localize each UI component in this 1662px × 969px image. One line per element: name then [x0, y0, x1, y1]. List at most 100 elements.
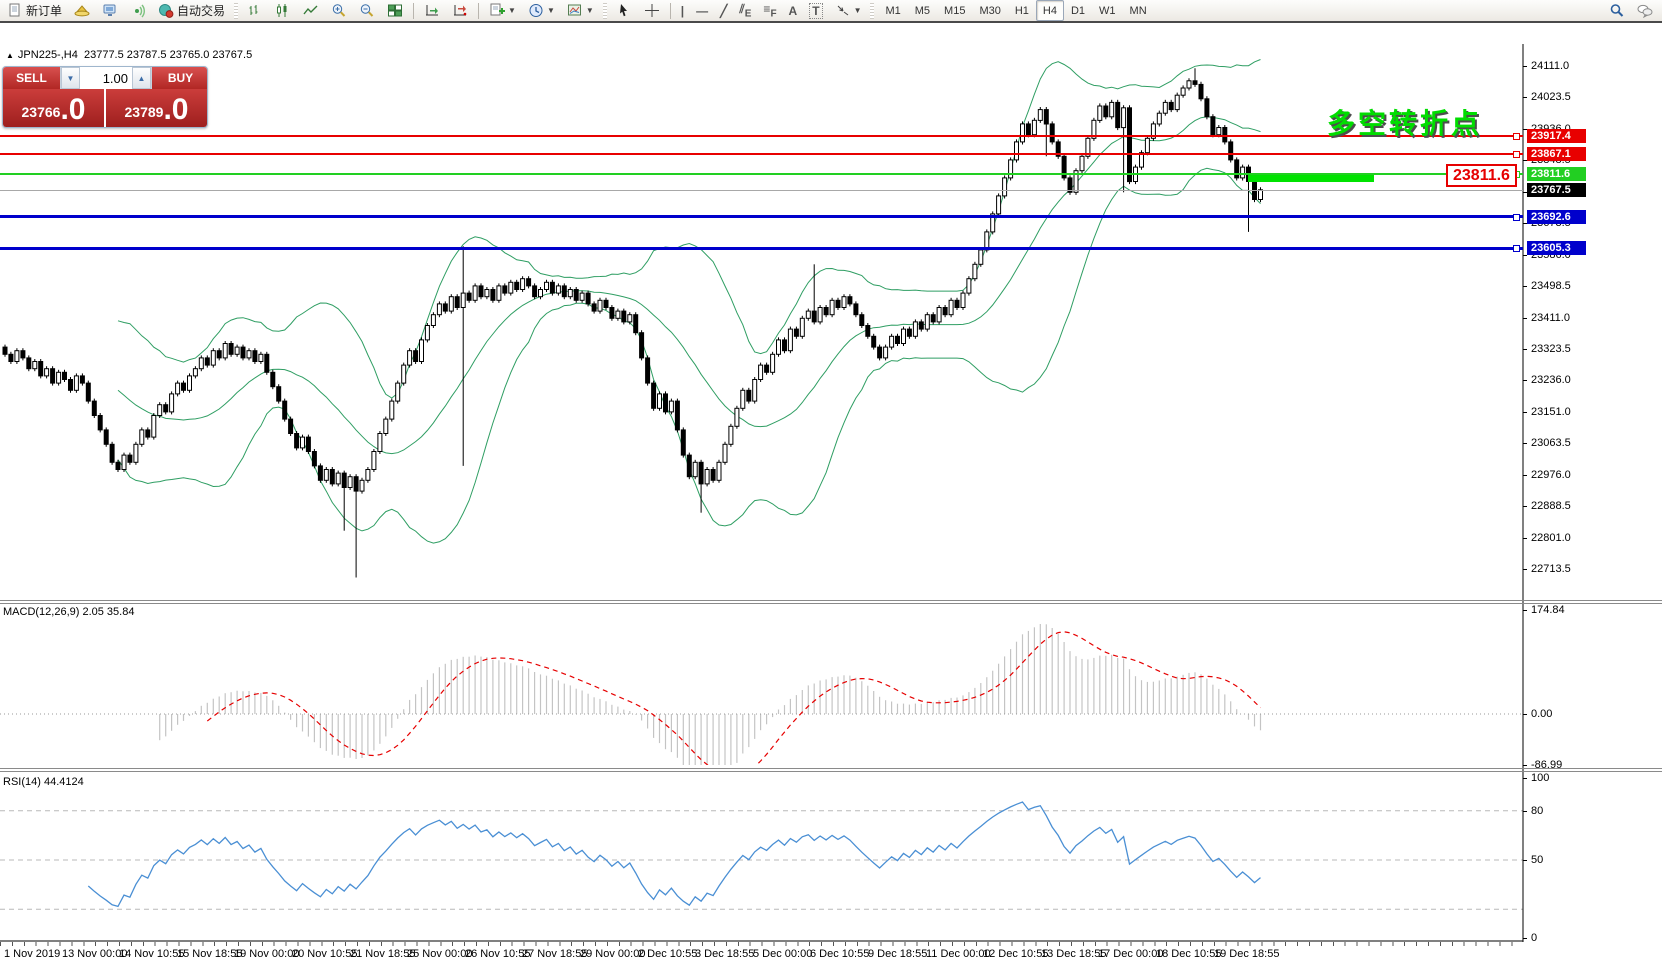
timeframe-button-h1[interactable]: H1: [1014, 4, 1029, 17]
crosshair-icon: [644, 4, 659, 17]
timeframe-button-d1[interactable]: D1: [1070, 4, 1086, 17]
chart-shift-icon: [454, 5, 467, 16]
chart-shift-button[interactable]: [447, 0, 473, 21]
zoom-in-button[interactable]: [326, 0, 352, 21]
buy-price-frac: .0: [163, 93, 189, 126]
candle-wicks: [4, 68, 1261, 578]
volume-decrease-button[interactable]: ▼: [61, 67, 80, 89]
templates-button[interactable]: ▼: [562, 0, 599, 21]
new-chart-icon: [490, 3, 506, 16]
trendline-button[interactable]: ╱: [715, 0, 732, 21]
label-tool-icon: T: [809, 2, 823, 19]
hat-button[interactable]: [69, 0, 95, 21]
timeframe-button-w1[interactable]: W1: [1099, 4, 1116, 17]
new-order-button[interactable]: 新订单: [2, 0, 67, 21]
sell-price-main: 23766: [21, 104, 61, 120]
trendline-icon: ╱: [720, 3, 728, 18]
cursor-icon: [619, 4, 627, 17]
text-tool-icon: A: [788, 3, 798, 18]
template-icon: [567, 4, 581, 16]
buy-price-main: 23789: [124, 104, 164, 120]
timeframe-button-mn[interactable]: MN: [1129, 4, 1147, 17]
chart-symbol-period: JPN225-,H4: [17, 49, 78, 61]
chevron-down-icon: ▼: [853, 6, 862, 15]
fibonacci-button[interactable]: ≡F: [758, 0, 781, 21]
search-button[interactable]: [1604, 0, 1630, 21]
arrows-tool-icon: [837, 5, 848, 16]
buy-button[interactable]: BUY: [152, 67, 207, 89]
tile-windows-icon: [388, 4, 403, 17]
macd-signal-line: [206, 631, 1261, 765]
signals-button[interactable]: [125, 0, 151, 21]
zoom-out-icon: [360, 4, 374, 17]
chart-window[interactable]: ▲ JPN225-,H4 23777.5 23787.5 23765.0 2376…: [0, 22, 1662, 960]
crosshair-button[interactable]: [639, 0, 665, 21]
toolbar-grip[interactable]: [602, 2, 607, 19]
periods-button[interactable]: ▼: [523, 0, 560, 21]
collapse-arrow-icon[interactable]: ▲: [6, 51, 14, 60]
candlestick-chart-button[interactable]: [270, 0, 296, 21]
autotrading-button[interactable]: 自动交易: [153, 0, 230, 21]
terminal-windows-icon: [103, 4, 116, 16]
chart-title: ▲ JPN225-,H4 23777.5 23787.5 23765.0 2376…: [6, 49, 252, 61]
timeframe-bar: M1 M5 M15 M30 H1 H4 D1 W1 MN: [878, 0, 1153, 21]
terminal-windows-button[interactable]: [97, 0, 123, 21]
toolbar-separator: [413, 2, 415, 19]
main-toolbar: 新订单 自动交易 ▼ ▼: [0, 0, 1662, 23]
bar-chart-button[interactable]: [242, 0, 268, 21]
timeframe-button-m15[interactable]: M15: [944, 4, 966, 17]
one-click-trading-panel: SELL ▼ ▲ BUY 23766 .0 23789 .0: [2, 66, 208, 128]
new-order-icon: [9, 3, 20, 17]
turning-point-annotation[interactable]: 多空转折点: [1327, 108, 1483, 139]
chevron-down-icon: ▼: [585, 6, 594, 15]
horizontal-line-icon: —: [696, 3, 709, 18]
rsi-indicator-label: RSI(14) 44.4124: [3, 776, 84, 788]
zoom-in-icon: [332, 4, 346, 17]
chat-button[interactable]: [1632, 0, 1658, 21]
chart-canvas[interactable]: [0, 22, 1662, 969]
toolbar-grip[interactable]: [870, 2, 875, 19]
volume-stepper: ▼ ▲: [60, 67, 152, 89]
timeframe-button-m1[interactable]: M1: [885, 4, 901, 17]
yellow-hat-icon: [74, 5, 90, 17]
sell-button[interactable]: SELL: [3, 67, 60, 89]
volume-increase-button[interactable]: ▲: [132, 67, 151, 89]
cursor-button[interactable]: [611, 0, 637, 21]
auto-scroll-button[interactable]: [419, 0, 445, 21]
macd-indicator-label: MACD(12,26,9) 2.05 35.84: [3, 606, 135, 618]
new-chart-button[interactable]: ▼: [484, 0, 521, 21]
toolbar-grip[interactable]: [234, 2, 239, 19]
tile-windows-button[interactable]: [382, 0, 408, 21]
timeframe-button-m30[interactable]: M30: [979, 4, 1001, 17]
horizontal-line-button[interactable]: —: [691, 0, 713, 21]
sell-price-button[interactable]: 23766 .0: [3, 89, 104, 127]
clock-icon: [529, 4, 543, 17]
fibonacci-letter: F: [770, 8, 777, 20]
text-tool-button[interactable]: A: [784, 0, 803, 21]
autotrading-label: 自动交易: [177, 4, 226, 18]
arrows-tool-button[interactable]: ▼: [830, 0, 867, 21]
bar-chart-icon: [249, 5, 258, 15]
chevron-down-icon: ▼: [546, 6, 555, 15]
green-highlight-bar[interactable]: [1248, 175, 1374, 182]
zoom-out-button[interactable]: [354, 0, 380, 21]
macd-histogram: [159, 624, 1262, 765]
volume-input[interactable]: [80, 67, 132, 89]
chevron-down-icon: ▼: [508, 6, 516, 15]
timeframe-button-m5[interactable]: M5: [914, 4, 931, 17]
candle-bodies: [2, 80, 1263, 492]
equidistant-channel-button[interactable]: ⫽E: [734, 0, 756, 21]
channel-icon: ⫽E: [739, 1, 752, 20]
search-icon: [1610, 4, 1624, 17]
price-annotation-box[interactable]: 23811.6: [1446, 164, 1517, 187]
fibonacci-icon: ≡F: [763, 1, 777, 20]
candlestick-chart-icon: [277, 4, 287, 17]
chat-icon: [1637, 4, 1653, 18]
buy-price-button[interactable]: 23789 .0: [106, 89, 207, 127]
line-chart-button[interactable]: [298, 0, 324, 21]
toolbar-separator: [669, 2, 671, 19]
timeframe-button-h4[interactable]: H4: [1035, 0, 1064, 21]
toolbar-separator: [478, 2, 480, 19]
label-tool-button[interactable]: T: [804, 0, 827, 21]
vertical-line-button[interactable]: |: [676, 0, 689, 21]
